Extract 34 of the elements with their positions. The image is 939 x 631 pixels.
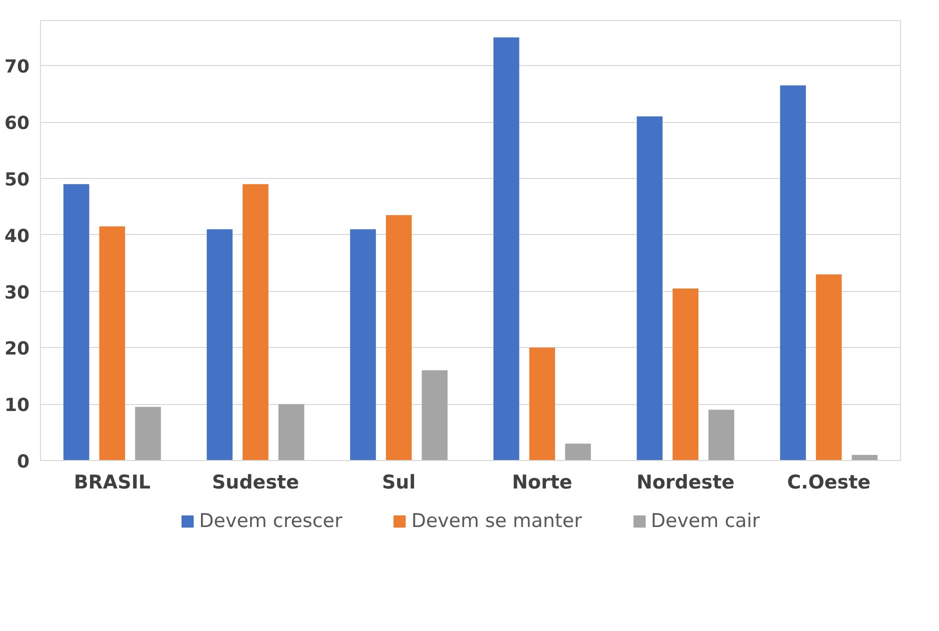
bar bbox=[708, 410, 734, 460]
bar bbox=[422, 370, 448, 460]
y-tick-label: 0 bbox=[16, 452, 30, 472]
bar bbox=[63, 184, 90, 460]
bar bbox=[278, 404, 304, 460]
bar bbox=[529, 348, 556, 460]
bar bbox=[672, 288, 698, 460]
x-tick-label: BRASIL bbox=[74, 472, 151, 494]
bar bbox=[386, 215, 412, 460]
bar bbox=[135, 406, 161, 460]
legend-label: Devem crescer bbox=[199, 510, 342, 532]
y-tick-label: 40 bbox=[4, 226, 30, 247]
legend-label: Devem cair bbox=[650, 510, 760, 532]
x-tick-label: C.Oeste bbox=[787, 472, 871, 494]
bar bbox=[493, 37, 520, 460]
bar bbox=[242, 184, 268, 460]
y-tick-label: 20 bbox=[4, 338, 30, 360]
x-tick-label: Sul bbox=[382, 472, 416, 494]
bar bbox=[816, 274, 842, 460]
y-tick-label: 60 bbox=[4, 113, 30, 134]
y-tick-label: 50 bbox=[4, 169, 30, 190]
bar bbox=[565, 444, 591, 460]
bar bbox=[636, 116, 663, 460]
y-tick-label: 10 bbox=[4, 395, 30, 416]
bar bbox=[780, 85, 806, 460]
y-tick-label: 70 bbox=[4, 56, 30, 78]
x-tick-label: Norte bbox=[512, 472, 572, 494]
legend-label: Devem se manter bbox=[411, 510, 582, 532]
x-tick-label: Nordeste bbox=[636, 472, 735, 494]
bar bbox=[99, 226, 126, 460]
y-tick-label: 30 bbox=[4, 282, 30, 304]
bar bbox=[350, 229, 376, 460]
x-tick-label: Sudeste bbox=[212, 472, 299, 494]
bar bbox=[206, 229, 233, 460]
